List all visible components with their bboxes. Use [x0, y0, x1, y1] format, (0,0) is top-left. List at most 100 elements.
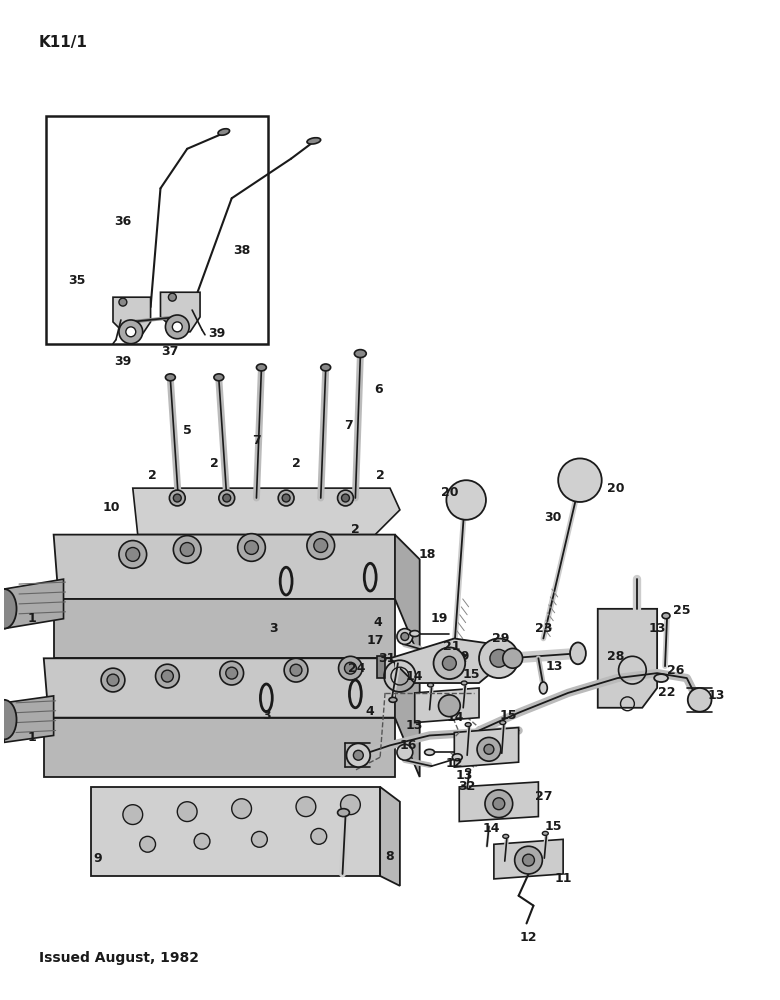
Polygon shape — [91, 787, 380, 876]
Text: 2: 2 — [148, 469, 157, 482]
Text: 1: 1 — [27, 612, 36, 625]
Text: 2: 2 — [351, 523, 360, 536]
Text: 14: 14 — [482, 822, 500, 835]
Ellipse shape — [662, 613, 670, 619]
Circle shape — [123, 805, 143, 824]
Circle shape — [339, 656, 362, 680]
Polygon shape — [415, 688, 479, 723]
Circle shape — [503, 648, 523, 668]
Ellipse shape — [465, 723, 471, 727]
Circle shape — [155, 664, 179, 688]
Circle shape — [107, 674, 119, 686]
Circle shape — [119, 320, 143, 344]
Text: 13: 13 — [456, 769, 473, 782]
Ellipse shape — [0, 589, 16, 629]
Ellipse shape — [307, 138, 321, 144]
Bar — [378, 656, 385, 678]
Text: 13: 13 — [545, 660, 563, 673]
Text: 14: 14 — [406, 670, 424, 683]
Polygon shape — [44, 718, 395, 777]
Text: 15: 15 — [500, 709, 517, 722]
Text: 38: 38 — [233, 244, 250, 257]
Circle shape — [558, 458, 601, 502]
Circle shape — [101, 668, 125, 692]
Circle shape — [119, 541, 147, 568]
Circle shape — [140, 836, 155, 852]
Text: 24: 24 — [348, 662, 365, 675]
Circle shape — [307, 532, 335, 559]
Text: 6: 6 — [374, 383, 382, 396]
Circle shape — [345, 662, 356, 674]
Text: 2: 2 — [376, 469, 385, 482]
Text: 3: 3 — [262, 709, 271, 722]
Polygon shape — [459, 782, 538, 822]
Ellipse shape — [570, 642, 586, 664]
Circle shape — [284, 658, 308, 682]
Text: 20: 20 — [441, 486, 458, 499]
Polygon shape — [380, 787, 400, 886]
Circle shape — [490, 649, 508, 667]
Ellipse shape — [389, 697, 397, 702]
Text: 7: 7 — [252, 434, 261, 447]
Circle shape — [172, 322, 183, 332]
Ellipse shape — [542, 831, 548, 835]
Circle shape — [219, 490, 235, 506]
Text: 3: 3 — [269, 622, 278, 635]
Circle shape — [479, 639, 519, 678]
Ellipse shape — [424, 749, 434, 755]
Text: 23: 23 — [534, 622, 552, 635]
Text: 27: 27 — [534, 790, 552, 803]
Text: 13: 13 — [406, 719, 424, 732]
Text: 26: 26 — [667, 664, 685, 677]
Polygon shape — [494, 839, 563, 879]
Circle shape — [515, 846, 542, 874]
Circle shape — [173, 494, 181, 502]
Ellipse shape — [503, 834, 509, 838]
Text: 17: 17 — [367, 634, 384, 647]
Circle shape — [290, 664, 302, 676]
Circle shape — [126, 547, 140, 561]
Circle shape — [484, 744, 494, 754]
Ellipse shape — [214, 374, 224, 381]
Circle shape — [442, 656, 456, 670]
Ellipse shape — [466, 769, 470, 772]
Ellipse shape — [427, 683, 434, 687]
Text: 5: 5 — [183, 424, 192, 437]
Circle shape — [485, 790, 512, 818]
Circle shape — [173, 536, 201, 563]
Ellipse shape — [452, 754, 463, 761]
Text: 10: 10 — [102, 501, 120, 514]
Polygon shape — [54, 599, 395, 658]
Ellipse shape — [257, 364, 266, 371]
Circle shape — [168, 293, 176, 301]
Ellipse shape — [354, 350, 367, 358]
Circle shape — [311, 828, 327, 844]
Circle shape — [126, 327, 136, 337]
Circle shape — [165, 315, 190, 339]
Circle shape — [161, 670, 173, 682]
Text: 15: 15 — [463, 668, 480, 681]
Text: 8: 8 — [385, 850, 395, 863]
Text: 29: 29 — [492, 632, 509, 645]
Circle shape — [282, 494, 290, 502]
Text: 30: 30 — [544, 511, 562, 524]
Circle shape — [169, 490, 185, 506]
Circle shape — [346, 743, 370, 767]
Text: 32: 32 — [459, 780, 476, 793]
Circle shape — [232, 799, 251, 819]
Text: 13: 13 — [648, 622, 666, 635]
Circle shape — [434, 647, 465, 679]
Polygon shape — [597, 609, 657, 708]
Text: 28: 28 — [607, 650, 624, 663]
Circle shape — [342, 494, 349, 502]
Circle shape — [296, 797, 316, 817]
Text: 20: 20 — [607, 482, 624, 495]
Text: 31: 31 — [378, 652, 395, 665]
Ellipse shape — [165, 374, 176, 381]
Polygon shape — [395, 535, 420, 658]
Text: 4: 4 — [374, 616, 382, 629]
Text: 21: 21 — [442, 640, 460, 653]
Circle shape — [177, 802, 197, 822]
Circle shape — [688, 688, 711, 712]
Text: 37: 37 — [161, 345, 178, 358]
